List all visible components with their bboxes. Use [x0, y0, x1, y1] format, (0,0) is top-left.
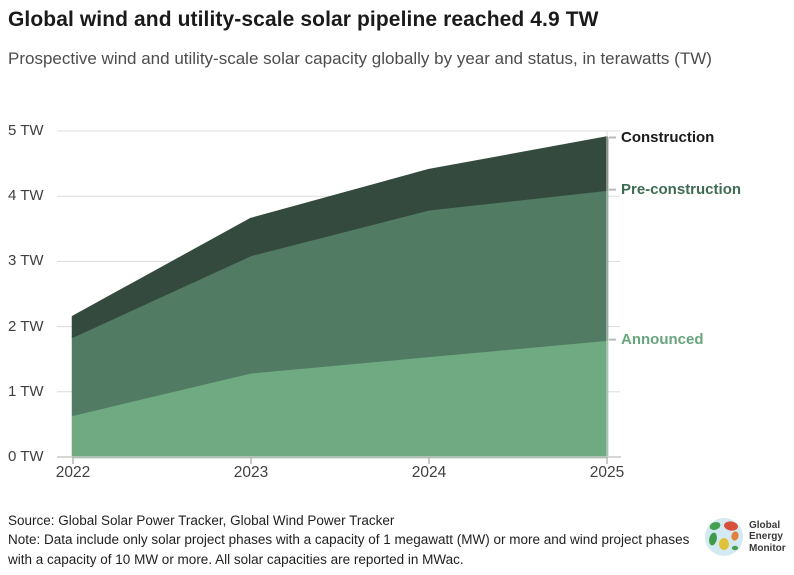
gem-logo: Global Energy Monitor — [704, 517, 786, 557]
note-line: Note: Data include only solar project ph… — [8, 532, 690, 567]
gem-logo-line1: Global — [749, 519, 781, 531]
legend-label-construction: Construction — [621, 128, 715, 146]
x-axis-tick-2022: 2022 — [55, 464, 91, 481]
page-title: Global wind and utility-scale solar pipe… — [8, 8, 599, 31]
y-axis-tick-4tw: 4 TW — [8, 187, 44, 205]
y-axis-tick-5tw: 5 TW — [8, 122, 44, 139]
legend-label-pre-construction: Pre-construction — [621, 180, 742, 198]
source-line: Source: Global Solar Power Tracker, Glob… — [8, 513, 395, 528]
x-axis-tick-2025: 2025 — [589, 464, 625, 481]
x-axis-tick-2023: 2023 — [233, 464, 269, 481]
y-axis-tick-2tw: 2 TW — [8, 317, 44, 335]
gem-logo-text: Global Energy Monitor — [749, 520, 786, 555]
stacked-area-chart: 5 TW 4 TW 3 TW 2 TW 1 TW 0 TW 2022 2023 … — [0, 110, 794, 510]
gem-logo-line3: Monitor — [749, 542, 786, 554]
area-series — [71, 136, 609, 459]
chart-canvas — [57, 130, 621, 464]
globe-icon — [705, 518, 743, 556]
page-subtitle: Prospective wind and utility-scale solar… — [8, 49, 712, 68]
legend-dashes — [609, 136, 616, 341]
y-axis-tick-0tw: 0 TW — [8, 448, 44, 465]
y-axis-tick-1tw: 1 TW — [8, 382, 44, 400]
axis-lines — [57, 131, 621, 464]
y-axis-tick-3tw: 3 TW — [8, 252, 44, 270]
x-axis-tick-2024: 2024 — [411, 464, 447, 481]
gem-logo-line2: Energy — [749, 531, 783, 543]
legend-label-announced: Announced — [621, 330, 704, 348]
